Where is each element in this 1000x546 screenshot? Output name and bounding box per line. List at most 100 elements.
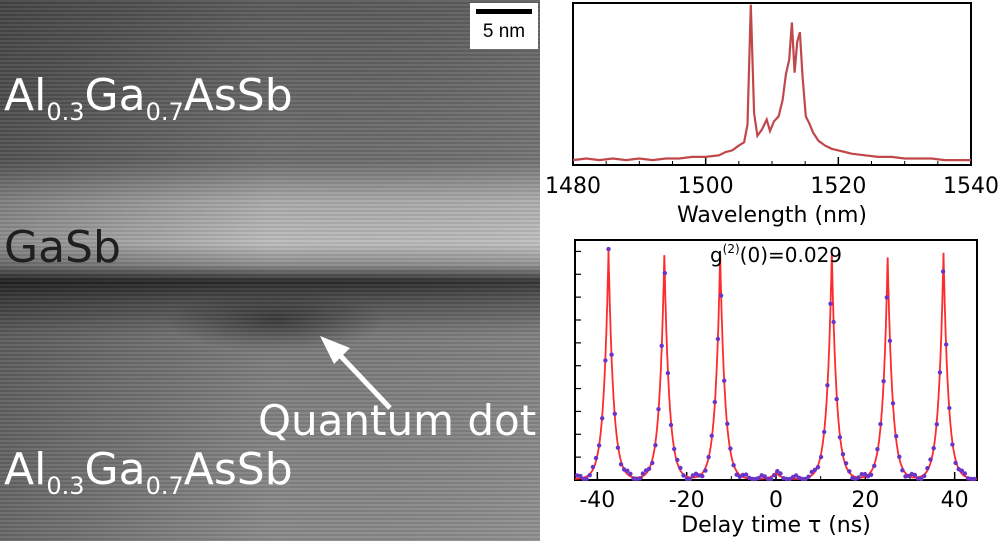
g2-data-point [825,383,830,388]
g2-x-tick-label: 40 [941,488,969,513]
g2-data-point [684,476,689,482]
g2-data-point [743,472,749,477]
top-layer-label: Al0.3Ga0.7AsSb [4,70,293,126]
g2-data-point [728,446,733,451]
g2-data-point [787,476,792,482]
g2-data-point [700,473,705,479]
g2-data-point [897,454,902,459]
g2-data-point [618,462,624,467]
g2-data-point [768,476,774,482]
spectrum-plot-frame [572,2,972,166]
middle-layer-label: GaSb [4,222,121,273]
bottom-layer-label: Al0.3Ga0.7AsSb [4,444,293,500]
g2-data-point [950,442,955,447]
g2-data-point [887,338,893,343]
g2-data-point [731,463,736,468]
g2-data-point [872,463,877,468]
g2-data-point [712,399,717,405]
spectrum-series-line [572,4,971,162]
g2-data-point [925,466,930,471]
g2-data-point [675,457,680,463]
g2-x-tick-label: 0 [769,488,783,513]
g2-data-point [734,472,739,477]
g2-data-point [803,476,808,482]
g2-data-point [822,429,827,435]
g2-data-point [590,464,596,470]
g2-data-point [718,293,724,298]
g2-data-point [815,465,821,470]
g2-data-point [656,407,661,412]
g2-x-axis-label: Delay time τ (ns) [681,513,871,538]
g2-data-point [725,421,730,426]
g2-data-point [837,435,843,440]
g2-data-point [706,454,711,460]
g2-data-point [612,411,617,416]
arrow-shaft [333,348,392,410]
g2-data-point [859,472,864,477]
g2-data-point [834,396,839,402]
g2-data-point [831,319,836,325]
g2-data-point [922,473,927,479]
g2-data-point [637,476,642,481]
g2-data-point [972,476,977,482]
g2-data-point [784,476,789,482]
g2-data-point [750,476,755,482]
g2-data-point [843,461,849,466]
g2-data-point [912,472,918,478]
spectrum-x-axis-label: Wavelength (nm) [677,203,867,228]
g2-data-point [947,405,952,411]
g2-data-point [793,473,799,478]
g2-data-point [662,270,667,276]
g2-data-point [581,476,586,482]
g2-data-point [806,474,811,479]
g2-data-point [665,370,671,376]
g2-data-point [628,471,633,476]
g2-data-point [762,474,767,479]
g2-data-point [915,476,921,481]
g2-data-point [953,460,958,466]
g2-data-point [606,246,611,252]
g2-data-point [615,445,621,450]
g2-data-point [818,454,824,460]
g2-data-point [709,433,714,438]
g2-data-point [650,460,655,466]
g2-data-point [928,457,933,462]
g2-annotation: g(2)(0)=0.029 [710,242,842,267]
g2-data-point [800,476,805,482]
tem-micrograph [0,0,540,541]
g2-data-point [847,469,852,474]
g2-data-point [600,416,605,421]
g2-data-point [840,452,846,457]
g2-data-point [681,473,686,478]
g2-data-point [778,471,783,476]
spectrum-x-tick-label: 1540 [943,174,999,199]
g2-data-point [809,469,814,475]
g2-data-point [765,476,771,482]
g2-data-point [828,301,833,306]
g2-correlation-chart: -40 -20 0 20 40 g(2)(0)=0.029 Delay time τ (… [540,232,1000,541]
g2-data-point [678,465,683,471]
g2-data-point [934,422,939,427]
g2-data-point [653,443,658,448]
g2-x-tick-label: -20 [669,488,705,513]
g2-data-point [931,446,936,451]
g2-data-point [756,475,761,481]
g2-data-point [578,473,583,479]
g2-data-point [596,443,602,448]
pl-spectrum-plot: 1480 1500 1520 1540 Wavelength (nm) [545,2,999,228]
g2-data-point [740,472,746,478]
g2-data-point [881,379,886,384]
g2-data-point [584,476,589,482]
g2-data-point [868,472,874,477]
g2-x-tick-label: -40 [579,488,615,513]
tem-image-panel: Al0.3Ga0.7AsSb GaSb Al0.3Ga0.7AsSb Quant… [0,0,540,541]
g2-data-point [625,468,630,473]
g2-data-point [900,468,905,473]
g2-data-point [812,467,818,472]
g2-plot: -40 -20 0 20 40 g(2)(0)=0.029 Delay time τ (… [574,239,978,538]
g2-data-point [894,434,899,439]
spectrum-x-tick-label: 1520 [810,174,866,199]
g2-fit-line [575,250,977,480]
spectrum-x-tick-label: 1500 [678,174,734,199]
g2-data-point [634,476,639,482]
